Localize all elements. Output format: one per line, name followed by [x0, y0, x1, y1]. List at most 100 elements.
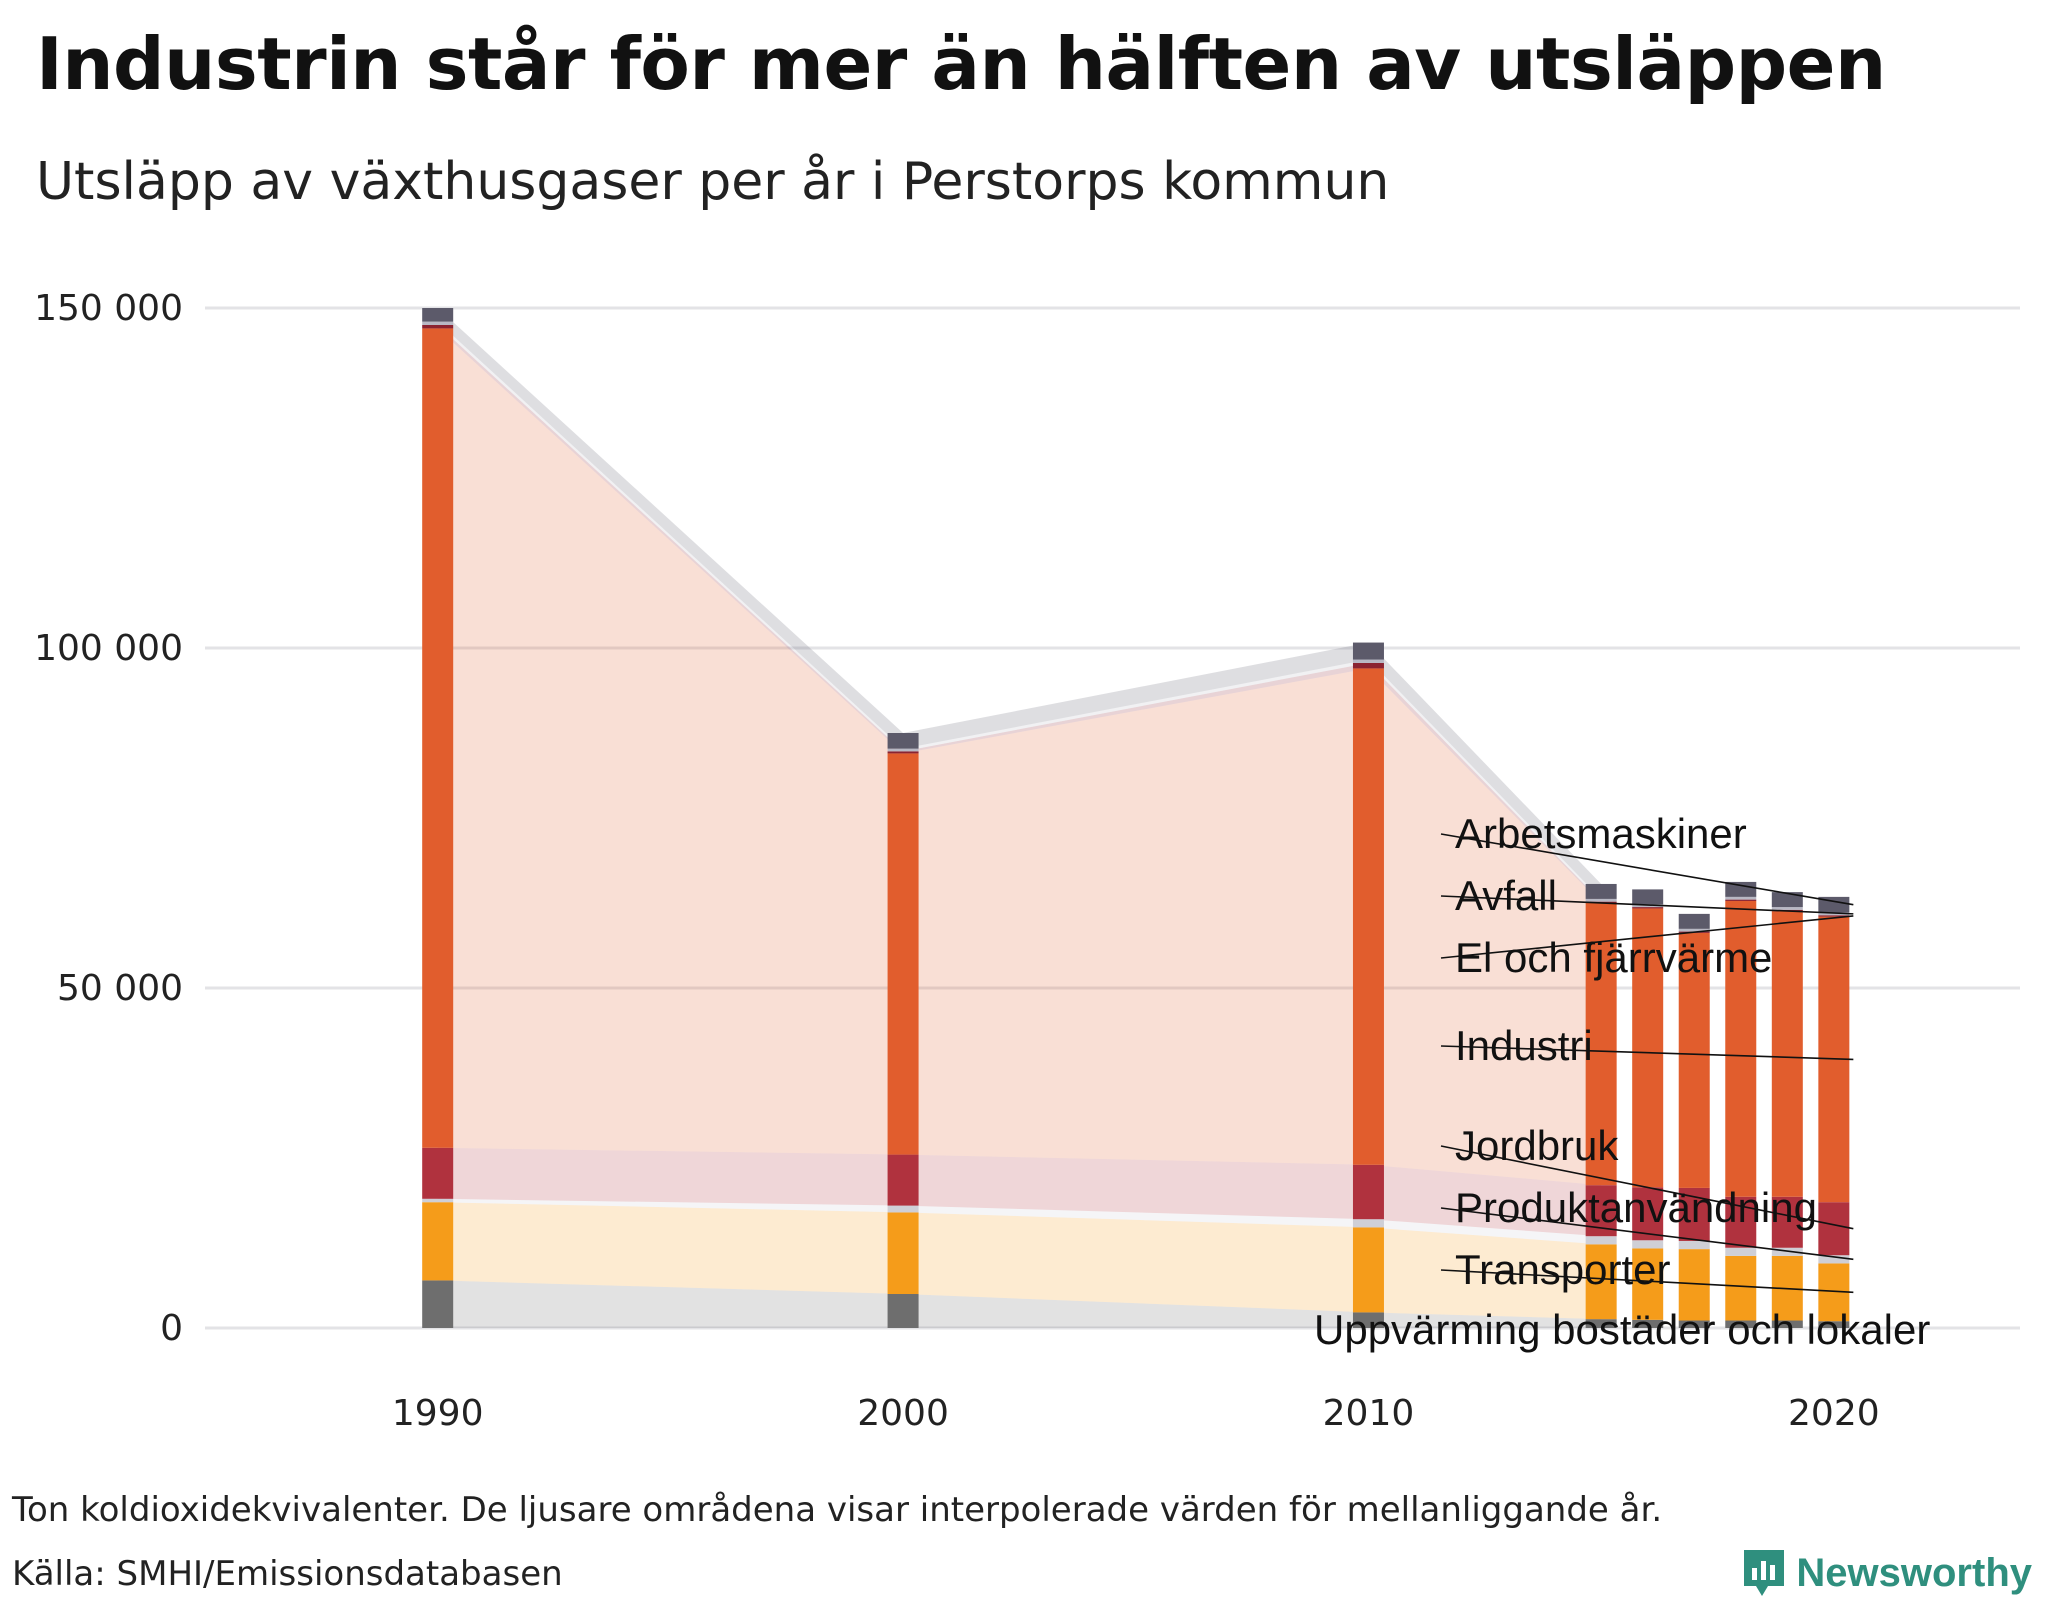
chart-subtitle: Utsläpp av växthusgaser per år i Perstor…: [36, 152, 1390, 212]
y-tick-label: 100 000: [34, 628, 183, 669]
y-tick-label: 0: [160, 1308, 183, 1349]
area-jordbruk: [437, 1147, 904, 1206]
area-industri: [1368, 668, 1602, 1186]
bar-jordbruk-2019: [1771, 1196, 1803, 1248]
area-arbetsmaskiner: [903, 642, 1369, 749]
bars: [422, 308, 1850, 1328]
leader-line-arbetsmaskiner: [1440, 833, 1854, 906]
x-tick-label: 2010: [1323, 1393, 1415, 1434]
bar-produktanvandning-2018: [1725, 1247, 1757, 1256]
bar-jordbruk-1990: [422, 1147, 454, 1199]
area-el: [903, 662, 1369, 754]
bar-avfall-2010: [1352, 659, 1384, 663]
area-uppvarmning: [1368, 1312, 1602, 1328]
area-transporter: [1368, 1227, 1602, 1320]
bar-arbetsmaskiner-2017: [1678, 913, 1710, 929]
bar-transporter-2000: [887, 1212, 919, 1294]
bar-uppvarmning-2015: [1585, 1319, 1617, 1328]
bar-arbetsmaskiner-2019: [1771, 892, 1803, 908]
bar-avfall-2015: [1585, 898, 1617, 902]
bar-el-2020: [1818, 915, 1850, 917]
area-jordbruk: [903, 1154, 1369, 1220]
bar-industri-2000: [887, 753, 919, 1155]
area-arbetsmaskiner: [437, 308, 904, 749]
series-label-el: El och fjärrvärme: [1455, 934, 1772, 981]
x-tick-label: 2020: [1788, 1393, 1880, 1434]
y-axis-ticks: 0 50 000 100 000 150 000: [34, 288, 183, 1349]
series-label-produktanvandning: Produktanvändning: [1455, 1184, 1817, 1231]
bar-produktanvandning-2010: [1352, 1219, 1384, 1228]
area-transporter: [903, 1212, 1369, 1313]
bar-jordbruk-2018: [1725, 1196, 1757, 1248]
bar-el-2018: [1725, 899, 1757, 901]
bar-uppvarmning-2020: [1818, 1321, 1850, 1328]
bar-produktanvandning-2016: [1632, 1240, 1664, 1249]
bar-jordbruk-2010: [1352, 1164, 1384, 1220]
bar-produktanvandning-2020: [1818, 1255, 1850, 1264]
bar-produktanvandning-1990: [422, 1198, 454, 1203]
area-uppvarmning: [437, 1280, 904, 1328]
series-label-avfall: Avfall: [1455, 872, 1557, 919]
bar-uppvarmning-1990: [422, 1280, 454, 1328]
leader-line-produktanvandning: [1440, 1207, 1854, 1261]
bar-uppvarmning-2010: [1352, 1312, 1384, 1328]
bar-transporter-2018: [1725, 1255, 1757, 1321]
source-note: Källa: SMHI/Emissionsdatabasen: [12, 1554, 563, 1594]
bar-produktanvandning-2017: [1678, 1240, 1710, 1250]
bar-avfall-2020: [1818, 912, 1850, 916]
area-arbetsmaskiner: [1368, 642, 1602, 899]
bar-arbetsmaskiner-2016: [1632, 889, 1664, 905]
bar-industri-2010: [1352, 668, 1384, 1165]
bar-el-2010: [1352, 662, 1384, 669]
leader-line-avfall: [1440, 895, 1854, 915]
series-label-transporter: Transporter: [1455, 1246, 1671, 1293]
footnote: Ton koldioxidekvivalenter. De ljusare om…: [12, 1490, 1663, 1530]
bar-transporter-1990: [422, 1202, 454, 1281]
bar-arbetsmaskiner-2015: [1585, 883, 1617, 899]
y-tick-label: 50 000: [57, 968, 183, 1009]
chart-title: Industrin står för mer än hälften av uts…: [36, 22, 1886, 106]
bar-uppvarmning-2018: [1725, 1320, 1757, 1328]
bar-el-1990: [422, 325, 454, 329]
area-produktanvandning: [437, 1198, 904, 1213]
area-transporter: [437, 1202, 904, 1294]
area-industri: [903, 668, 1369, 1165]
bar-el-2016: [1632, 907, 1664, 909]
bar-avfall-2017: [1678, 928, 1710, 932]
leader-line-industri: [1440, 1045, 1854, 1061]
area-avfall: [903, 659, 1369, 752]
area-el: [437, 325, 904, 754]
series-label-uppvarmning: Uppvärming bostäder och lokaler: [1314, 1306, 1930, 1353]
bar-jordbruk-2020: [1818, 1202, 1850, 1256]
x-tick-label: 1990: [392, 1393, 484, 1434]
bar-arbetsmaskiner-2010: [1352, 642, 1384, 660]
bar-uppvarmning-2016: [1632, 1319, 1664, 1328]
bar-arbetsmaskiner-1990: [422, 308, 454, 322]
bar-transporter-2010: [1352, 1227, 1384, 1313]
bar-arbetsmaskiner-2018: [1725, 881, 1757, 897]
bar-industri-1990: [422, 328, 454, 1148]
bar-avfall-2019: [1771, 907, 1803, 910]
area-el: [1368, 662, 1602, 903]
brand-logo: Newsworthy: [1742, 1548, 2032, 1598]
brand-name: Newsworthy: [1796, 1550, 2032, 1595]
bar-uppvarmning-2019: [1771, 1320, 1803, 1328]
bar-industri-2015: [1585, 903, 1617, 1186]
interpolated-areas: [437, 308, 1602, 1328]
bar-jordbruk-2016: [1632, 1187, 1664, 1241]
area-avfall: [1368, 659, 1602, 902]
x-tick-label: 2000: [857, 1393, 949, 1434]
bar-jordbruk-2000: [887, 1154, 919, 1206]
area-produktanvandning: [1368, 1219, 1602, 1245]
series-label-jordbruk: Jordbruk: [1455, 1122, 1619, 1169]
bar-produktanvandning-2015: [1585, 1236, 1617, 1245]
bar-avfall-2018: [1725, 896, 1757, 900]
bar-avfall-2000: [887, 748, 919, 752]
bar-transporter-2015: [1585, 1244, 1617, 1320]
series-label-arbetsmaskiner: Arbetsmaskiner: [1455, 810, 1747, 857]
bar-avfall-1990: [422, 321, 454, 325]
series-label-industri: Industri: [1455, 1022, 1593, 1069]
bar-industri-2019: [1771, 911, 1803, 1197]
bar-uppvarmning-2017: [1678, 1320, 1710, 1328]
